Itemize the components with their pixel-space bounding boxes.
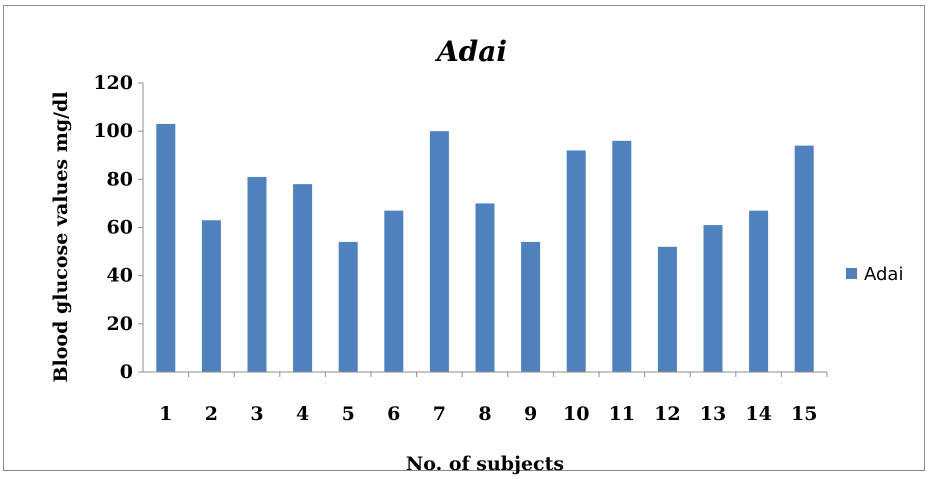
bar-subject-13	[703, 225, 723, 372]
x-tick-label: 4	[296, 403, 309, 425]
legend: Adai	[846, 264, 903, 285]
x-tick-label: 7	[433, 403, 446, 425]
x-tick-label: 10	[563, 403, 589, 425]
bar-subject-10	[566, 150, 586, 372]
y-tick-label: 40	[107, 265, 133, 287]
bar-subject-15	[794, 145, 814, 372]
bar-subject-4	[293, 184, 313, 372]
x-tick-label: 6	[387, 403, 400, 425]
legend-label: Adai	[864, 264, 903, 285]
y-tick-label: 0	[120, 361, 133, 383]
x-tick-label: 15	[791, 403, 817, 425]
x-tick-label: 12	[654, 403, 680, 425]
chart-title: Adai	[434, 35, 507, 68]
x-tick-label: 1	[159, 403, 172, 425]
x-axis-ticks: 1 2 3 4 5 6 7 8 9 10 11 12 13 14 15	[159, 372, 828, 425]
y-tick-label: 120	[93, 72, 133, 94]
x-tick-label: 11	[609, 403, 635, 425]
y-axis-ticks: 0 20 40 60 80 100 120	[93, 72, 143, 383]
y-tick-label: 100	[93, 120, 133, 142]
bar-subject-7	[429, 131, 449, 372]
bar-subject-5	[338, 241, 358, 372]
x-tick-label: 2	[205, 403, 218, 425]
x-tick-label: 3	[250, 403, 263, 425]
bar-subject-3	[247, 176, 267, 372]
bar-subject-9	[521, 241, 541, 372]
x-tick-label: 14	[745, 403, 771, 425]
x-axis-label: No. of subjects	[406, 453, 564, 475]
x-tick-label: 5	[342, 403, 355, 425]
y-tick-label: 60	[107, 217, 133, 239]
bar-subject-14	[749, 210, 769, 372]
bar-subject-12	[657, 246, 677, 372]
bar-subject-2	[201, 220, 221, 372]
x-tick-label: 9	[524, 403, 537, 425]
bar-subject-11	[612, 140, 632, 372]
y-axis-label: Blood glucose values mg/dl	[50, 91, 72, 382]
bar-subject-1	[156, 123, 176, 372]
bar-subject-6	[384, 210, 404, 372]
bars	[156, 123, 814, 372]
y-tick-label: 80	[107, 168, 133, 190]
x-tick-label: 8	[478, 403, 491, 425]
y-tick-label: 20	[107, 313, 133, 335]
x-tick-label: 13	[700, 403, 726, 425]
bar-subject-8	[475, 203, 495, 372]
legend-swatch	[846, 268, 857, 279]
